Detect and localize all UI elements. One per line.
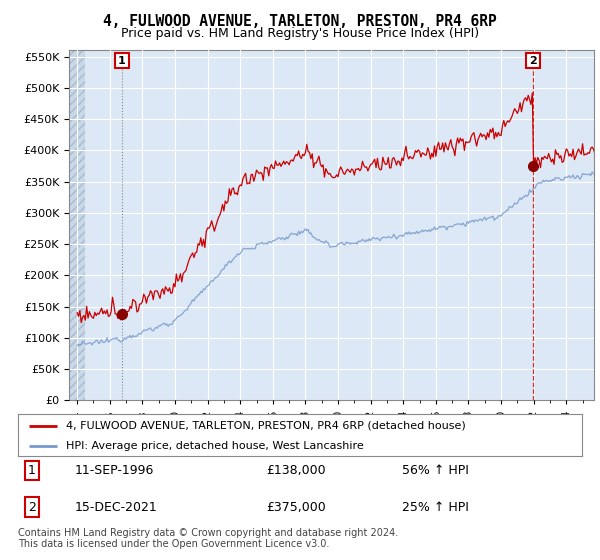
- Text: £375,000: £375,000: [266, 501, 326, 514]
- Text: £138,000: £138,000: [266, 464, 326, 477]
- Text: 15-DEC-2021: 15-DEC-2021: [74, 501, 157, 514]
- Text: 25% ↑ HPI: 25% ↑ HPI: [401, 501, 469, 514]
- Text: 4, FULWOOD AVENUE, TARLETON, PRESTON, PR4 6RP (detached house): 4, FULWOOD AVENUE, TARLETON, PRESTON, PR…: [66, 421, 466, 431]
- Text: HPI: Average price, detached house, West Lancashire: HPI: Average price, detached house, West…: [66, 441, 364, 451]
- Text: 11-SEP-1996: 11-SEP-1996: [74, 464, 154, 477]
- Text: 2: 2: [529, 55, 537, 66]
- Text: 1: 1: [118, 55, 126, 66]
- Text: Contains HM Land Registry data © Crown copyright and database right 2024.
This d: Contains HM Land Registry data © Crown c…: [18, 528, 398, 549]
- Bar: [69, 50, 85, 400]
- Text: 56% ↑ HPI: 56% ↑ HPI: [401, 464, 469, 477]
- Text: Price paid vs. HM Land Registry's House Price Index (HPI): Price paid vs. HM Land Registry's House …: [121, 27, 479, 40]
- Text: 4, FULWOOD AVENUE, TARLETON, PRESTON, PR4 6RP: 4, FULWOOD AVENUE, TARLETON, PRESTON, PR…: [103, 14, 497, 29]
- Text: 2: 2: [28, 501, 36, 514]
- Text: 1: 1: [28, 464, 36, 477]
